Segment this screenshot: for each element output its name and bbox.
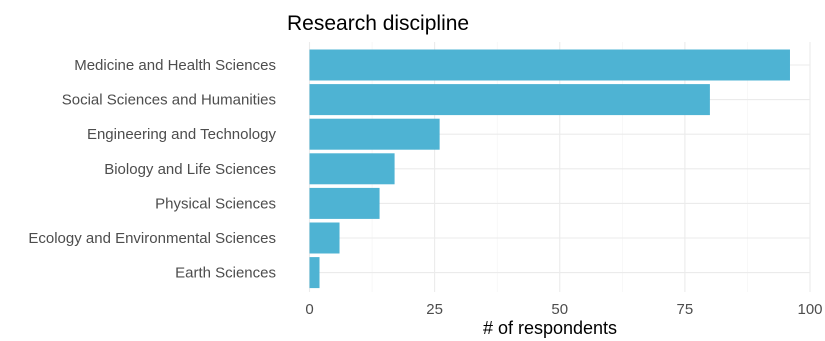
category-label: Medicine and Health Sciences — [74, 57, 276, 74]
bar — [309, 187, 380, 219]
category-label: Ecology and Environmental Sciences — [28, 230, 276, 247]
category-label: Engineering and Technology — [87, 126, 277, 143]
bar — [309, 118, 440, 150]
category-label: Physical Sciences — [155, 195, 276, 212]
bar — [309, 153, 395, 185]
x-tick-label: 25 — [426, 301, 443, 318]
bar — [309, 222, 340, 254]
bar — [309, 84, 710, 116]
x-tick-label: 0 — [305, 301, 313, 318]
category-labels: Medicine and Health Sciences Social Scien… — [28, 57, 276, 282]
x-tick-labels: 0 25 50 75 100 — [305, 301, 822, 318]
x-tick-label: 50 — [551, 301, 568, 318]
x-tick-label: 75 — [677, 301, 694, 318]
chart-title: Research discipline — [287, 12, 469, 35]
bar — [309, 257, 320, 289]
category-label: Earth Sciences — [175, 265, 276, 282]
category-label: Biology and Life Sciences — [104, 161, 276, 178]
bars — [309, 49, 790, 289]
x-tick-label: 100 — [797, 301, 822, 318]
bar — [309, 49, 790, 81]
category-label: Social Sciences and Humanities — [62, 92, 276, 109]
x-axis-title: # of respondents — [483, 318, 617, 338]
